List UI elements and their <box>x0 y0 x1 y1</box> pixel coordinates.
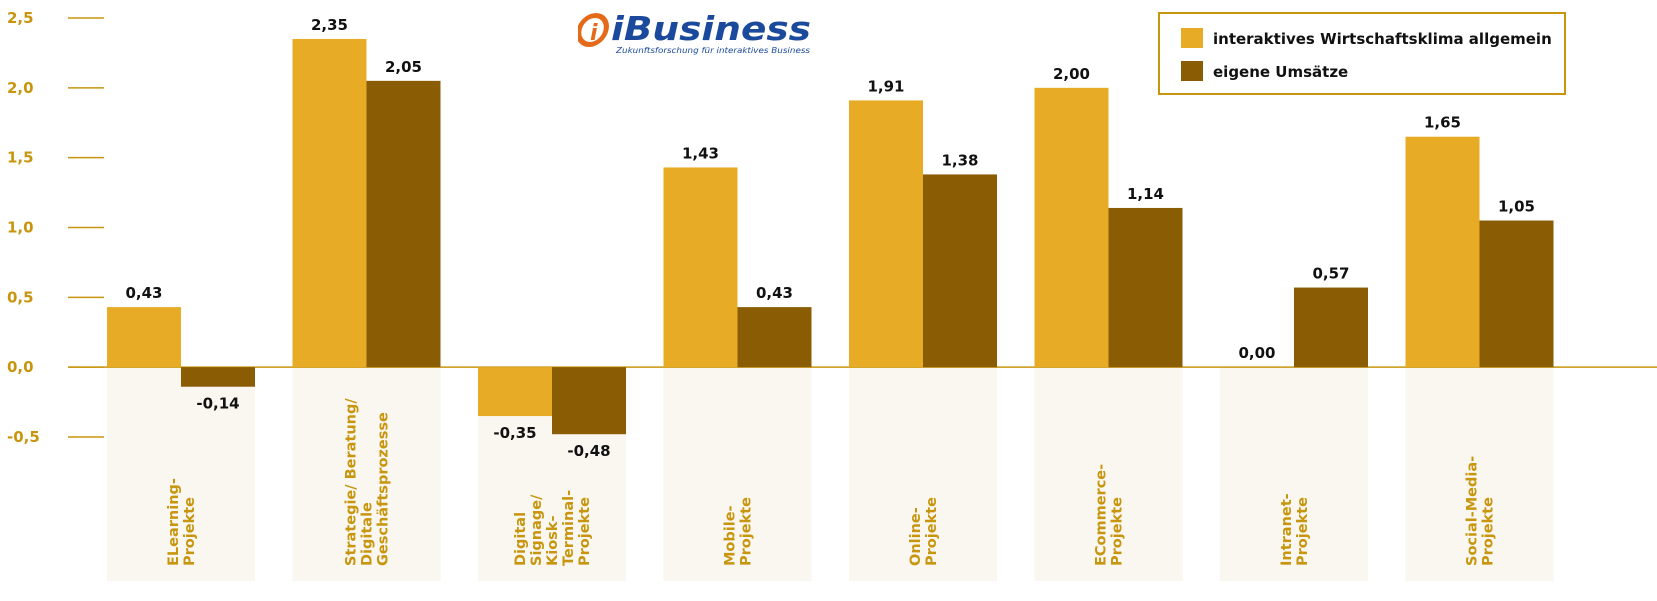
category-label: Projekte <box>739 497 755 566</box>
category-band <box>107 367 255 581</box>
category-label: Digitale <box>360 502 376 566</box>
data-label: 0,43 <box>756 284 793 302</box>
category-label: Intranet- <box>1279 493 1295 566</box>
category-band <box>1034 367 1183 581</box>
data-label: 1,38 <box>941 151 978 169</box>
bar-series-2 <box>552 367 626 435</box>
legend-label-1: interaktives Wirtschaftsklima allgemein <box>1213 30 1552 48</box>
legend-swatch-2 <box>1181 61 1203 81</box>
data-label: 2,05 <box>385 58 422 76</box>
category-label: Terminal- <box>561 490 577 566</box>
category-labels: ELearning- Projekte Strategie/ Beratung/Di… <box>166 398 1497 566</box>
category-label: Projekte <box>1481 497 1497 566</box>
bar-series-2 <box>923 174 997 368</box>
data-label: 0,43 <box>125 284 162 302</box>
category-label: Projekte <box>182 497 198 566</box>
y-tick-label: 0,0 <box>7 358 34 376</box>
data-label: 0,00 <box>1238 344 1275 362</box>
category-label: ECommerce- <box>1094 464 1110 566</box>
category-label: Mobile- <box>723 505 739 566</box>
data-label: 1,65 <box>1424 114 1461 132</box>
bar-series-2 <box>737 307 812 368</box>
legend-label-2: eigene Umsätze <box>1213 63 1348 81</box>
y-tick-label: 0,5 <box>7 288 34 306</box>
bar-series-1 <box>849 100 923 368</box>
y-tick-label: 2,5 <box>7 9 34 27</box>
category-label: Projekte <box>924 497 940 566</box>
legend-box <box>1158 12 1566 95</box>
data-label: -0,35 <box>493 424 536 442</box>
bar-series-1 <box>292 38 367 368</box>
logo-wordmark: iBusiness <box>611 9 811 48</box>
logo-tagline: Zukunftsforschung für interaktives Busin… <box>615 46 810 55</box>
legend: interaktives Wirtschaftsklima allgemein … <box>1158 12 1566 95</box>
ibusiness-logo: i iBusiness Zukunftsforschung für intera… <box>578 9 811 55</box>
data-label: 1,05 <box>1498 198 1535 216</box>
category-label: Social-Media- <box>1465 456 1481 566</box>
category-band <box>1220 367 1368 581</box>
category-label: Kiosk- <box>545 516 561 566</box>
category-label: Digital <box>513 512 529 566</box>
data-labels: 0,43 2,35 -0,35 1,43 1,91 2,00 0,00 1,65 -0,14 2,… <box>125 16 1535 460</box>
category-label: Projekte <box>577 497 593 566</box>
category-label: Strategie/ Beratung/ <box>344 398 360 566</box>
svg-text:i: i <box>590 21 598 46</box>
bars <box>107 38 1554 435</box>
category-band <box>849 367 997 581</box>
legend-swatch-1 <box>1181 28 1203 48</box>
category-bands <box>107 367 1554 581</box>
bar-series-2 <box>366 80 441 368</box>
data-label: -0,14 <box>196 395 239 413</box>
y-tick-label: 1,0 <box>7 219 34 237</box>
category-label: Geschäftsprozesse <box>376 412 392 566</box>
category-label: Projekte <box>1295 497 1311 566</box>
category-label: ELearning- <box>166 478 182 566</box>
data-label: 1,14 <box>1127 185 1164 203</box>
bar-series-1 <box>1034 87 1109 368</box>
bar-series-1 <box>478 367 552 417</box>
category-band <box>292 367 441 581</box>
bar-series-2 <box>1108 207 1183 368</box>
data-label: 2,00 <box>1053 65 1090 83</box>
y-tick-label: -0,5 <box>7 428 40 446</box>
data-label: -0,48 <box>567 442 610 460</box>
data-label: 2,35 <box>311 16 348 34</box>
bar-series-2 <box>181 367 255 387</box>
y-tick-label: 2,0 <box>7 79 34 97</box>
logo-at-icon: i <box>578 13 609 47</box>
category-label: Projekte <box>1110 497 1126 566</box>
data-label: 0,57 <box>1312 265 1349 283</box>
bar-series-2 <box>1479 220 1554 368</box>
bar-series-1 <box>107 307 181 368</box>
category-label: Online- <box>908 507 924 566</box>
data-label: 1,91 <box>867 77 904 95</box>
category-label: Signage/ <box>529 494 545 566</box>
y-tick-label: 1,5 <box>7 149 34 167</box>
bar-series-1 <box>663 167 738 368</box>
data-label: 1,43 <box>682 144 719 162</box>
bar-series-1 <box>1405 136 1480 368</box>
category-band <box>663 367 812 581</box>
bar-series-2 <box>1294 287 1368 368</box>
category-band <box>1405 367 1554 581</box>
